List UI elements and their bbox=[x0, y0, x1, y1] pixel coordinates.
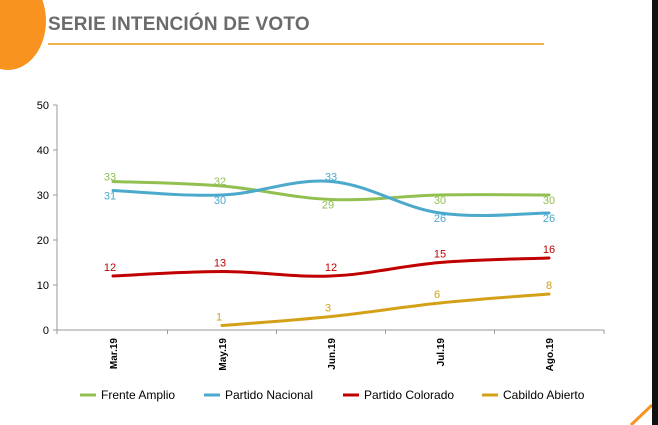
data-label-cabildo-abierto: 8 bbox=[546, 280, 552, 292]
data-label-frente-amplio: 33 bbox=[104, 172, 116, 184]
x-tick-label: May.19 bbox=[218, 338, 229, 371]
data-label-partido-nacional: 26 bbox=[434, 213, 446, 225]
data-label-partido-colorado: 15 bbox=[434, 249, 446, 261]
chart-series-lines bbox=[111, 179, 551, 327]
legend-label-cabildo-abierto: Cabildo Abierto bbox=[503, 388, 585, 402]
data-label-partido-nacional: 33 bbox=[325, 172, 337, 184]
page-title: SERIE INTENCIÓN DE VOTO bbox=[48, 14, 310, 35]
data-label-frente-amplio: 30 bbox=[543, 195, 555, 207]
chart-axes bbox=[56, 105, 604, 331]
data-label-frente-amplio: 29 bbox=[322, 200, 334, 212]
data-label-partido-colorado: 12 bbox=[325, 262, 337, 274]
series-line-partido-colorado bbox=[111, 256, 551, 278]
x-tick-label: Mar.19 bbox=[109, 338, 120, 370]
window-edge bbox=[652, 0, 658, 425]
data-label-partido-nacional: 26 bbox=[543, 213, 555, 225]
chart-legend: Frente Amplio Partido Nacional Partido Col… bbox=[80, 388, 585, 402]
data-label-partido-colorado: 16 bbox=[543, 244, 555, 256]
title-underline bbox=[48, 43, 544, 45]
data-label-cabildo-abierto: 6 bbox=[434, 289, 440, 301]
y-tick-label: 10 bbox=[37, 280, 49, 292]
legend-label-partido-colorado: Partido Colorado bbox=[364, 388, 454, 402]
y-tick-label: 30 bbox=[37, 190, 49, 202]
y-tick-label: 40 bbox=[37, 145, 49, 157]
data-label-partido-colorado: 12 bbox=[104, 262, 116, 274]
data-label-frente-amplio: 32 bbox=[214, 176, 226, 188]
x-tick-label: Jul.19 bbox=[436, 338, 447, 367]
y-tick-label: 20 bbox=[37, 235, 49, 247]
data-label-cabildo-abierto: 1 bbox=[216, 312, 222, 324]
orange-corner-accent bbox=[629, 403, 652, 425]
data-label-frente-amplio: 30 bbox=[434, 195, 446, 207]
x-axis-categories: Mar.19 May.19 Jun.19 Jul.19 Ago.19 bbox=[56, 330, 605, 372]
legend-label-frente-amplio: Frente Amplio bbox=[101, 388, 175, 402]
y-axis-ticks: 0 10 20 30 40 50 bbox=[37, 100, 57, 337]
legend-label-partido-nacional: Partido Nacional bbox=[225, 388, 313, 402]
x-tick-label: Jun.19 bbox=[327, 338, 338, 370]
y-tick-label: 0 bbox=[43, 325, 49, 337]
x-tick-label: Ago.19 bbox=[545, 338, 556, 372]
series-line-frente-amplio bbox=[111, 180, 551, 202]
data-label-partido-colorado: 13 bbox=[214, 258, 226, 270]
data-label-partido-nacional: 31 bbox=[104, 191, 116, 203]
data-label-partido-nacional: 30 bbox=[214, 195, 226, 207]
y-tick-label: 50 bbox=[37, 100, 49, 112]
series-line-partido-nacional bbox=[111, 179, 551, 218]
series-line-cabildo-abierto bbox=[220, 292, 551, 327]
data-label-cabildo-abierto: 3 bbox=[325, 303, 331, 315]
